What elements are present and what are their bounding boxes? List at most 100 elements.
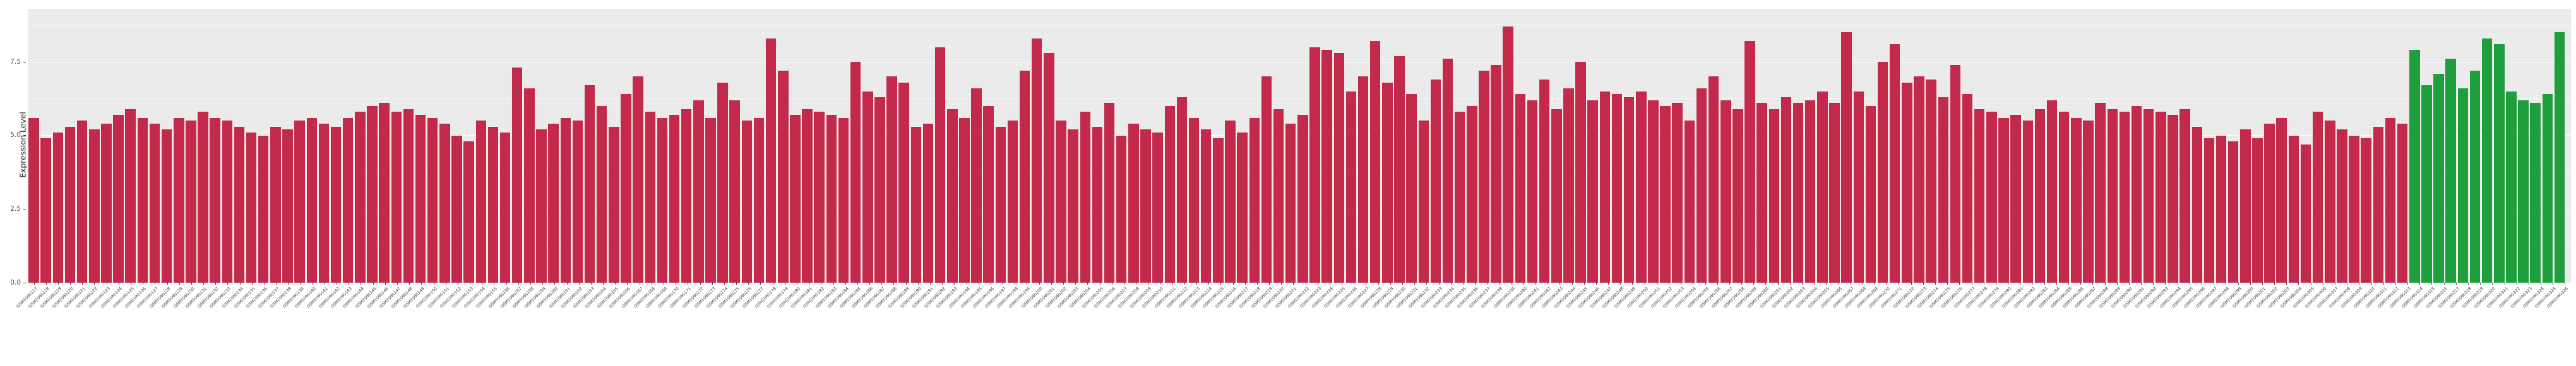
x-tick-mark xyxy=(288,283,289,285)
bar xyxy=(633,76,643,283)
bar xyxy=(1467,106,1477,283)
x-tick-mark xyxy=(1087,283,1088,285)
x-tick-mark xyxy=(530,283,531,285)
x-tick-mark xyxy=(578,283,580,285)
x-tick-mark xyxy=(760,283,761,285)
bar xyxy=(1841,32,1852,283)
y-tick-label: 2.5 xyxy=(10,204,21,213)
x-tick-mark xyxy=(2238,283,2239,285)
bar xyxy=(76,121,88,283)
x-tick-mark xyxy=(2431,283,2433,285)
x-tick-mark xyxy=(833,283,834,285)
bar xyxy=(2131,106,2142,283)
bar xyxy=(125,109,136,283)
x-tick-mark xyxy=(2068,283,2069,285)
x-tick-mark xyxy=(712,283,713,285)
x-tick-mark xyxy=(1414,283,1416,285)
bar xyxy=(2264,124,2275,283)
bar xyxy=(669,115,680,283)
x-tick-mark xyxy=(215,283,217,285)
x-tick-mark xyxy=(615,283,616,285)
x-tick-mark xyxy=(2383,283,2384,285)
x-tick-mark xyxy=(2116,283,2118,285)
x-tick-mark xyxy=(167,283,168,285)
x-tick-mark xyxy=(2153,283,2154,285)
x-tick-mark xyxy=(1802,283,1803,285)
bar xyxy=(1442,59,1453,283)
bar xyxy=(2542,94,2553,283)
bar xyxy=(2300,144,2311,283)
bar xyxy=(52,133,64,283)
bar xyxy=(511,68,523,283)
bar xyxy=(790,115,801,283)
bar xyxy=(294,121,305,283)
bar xyxy=(826,115,837,283)
bar xyxy=(524,88,535,283)
bar xyxy=(1382,82,1393,283)
bar xyxy=(2421,85,2432,283)
bar xyxy=(330,126,342,283)
bar xyxy=(705,117,716,283)
bar xyxy=(1587,100,1598,283)
bar xyxy=(1225,121,1236,283)
bar xyxy=(1080,112,1091,283)
bar xyxy=(1345,91,1357,283)
bar xyxy=(2215,135,2227,283)
bar xyxy=(367,106,378,283)
bar xyxy=(1539,80,1550,283)
bar xyxy=(741,121,753,283)
bar xyxy=(439,124,450,283)
x-tick-mark xyxy=(1269,283,1270,285)
x-tick-mark xyxy=(1583,283,1585,285)
bar xyxy=(1309,47,1320,283)
bar xyxy=(2227,141,2239,283)
bar xyxy=(1176,97,1188,283)
bar xyxy=(536,129,547,283)
bar xyxy=(1333,53,1344,283)
y-tick-label: 0.0 xyxy=(10,278,21,286)
bar xyxy=(645,112,655,283)
bar xyxy=(2191,126,2202,283)
x-tick-mark xyxy=(2371,283,2372,285)
bar xyxy=(1648,100,1659,283)
bar xyxy=(765,38,777,283)
bar xyxy=(657,117,668,283)
x-tick-mark xyxy=(1063,283,1064,285)
x-tick-mark xyxy=(1390,283,1391,285)
x-tick-mark xyxy=(845,283,846,285)
bar xyxy=(2469,71,2481,283)
bar xyxy=(1188,117,1200,283)
x-tick-mark xyxy=(70,283,71,285)
bars xyxy=(28,9,2571,283)
bar xyxy=(584,85,595,283)
bar xyxy=(1104,103,1115,283)
bar xyxy=(1986,112,1997,283)
x-tick-mark xyxy=(276,283,277,285)
bar xyxy=(2349,135,2359,283)
x-tick-mark xyxy=(33,283,35,285)
bar xyxy=(2373,126,2384,283)
x-tick-mark xyxy=(748,283,749,285)
bar xyxy=(1926,80,1936,283)
x-tick-mark xyxy=(518,283,519,285)
x-tick-mark xyxy=(1426,283,1428,285)
bar xyxy=(306,117,318,283)
bar xyxy=(1623,97,1635,283)
x-tick-mark xyxy=(1172,283,1173,285)
x-tick-mark xyxy=(1559,283,1561,285)
bar xyxy=(1575,62,1586,283)
bar xyxy=(1128,124,1139,283)
bar xyxy=(1164,106,1176,283)
bar xyxy=(959,117,970,283)
x-tick-mark xyxy=(1051,283,1052,285)
bar xyxy=(681,109,692,283)
bar xyxy=(1369,41,1381,283)
bar xyxy=(802,109,813,283)
plot-area xyxy=(28,9,2571,283)
bar xyxy=(355,112,366,283)
bar xyxy=(1660,106,1671,283)
x-tick-mark xyxy=(1256,283,1258,285)
bar xyxy=(2385,117,2396,283)
x-tick-mark xyxy=(1826,283,1827,285)
bar xyxy=(415,115,426,283)
